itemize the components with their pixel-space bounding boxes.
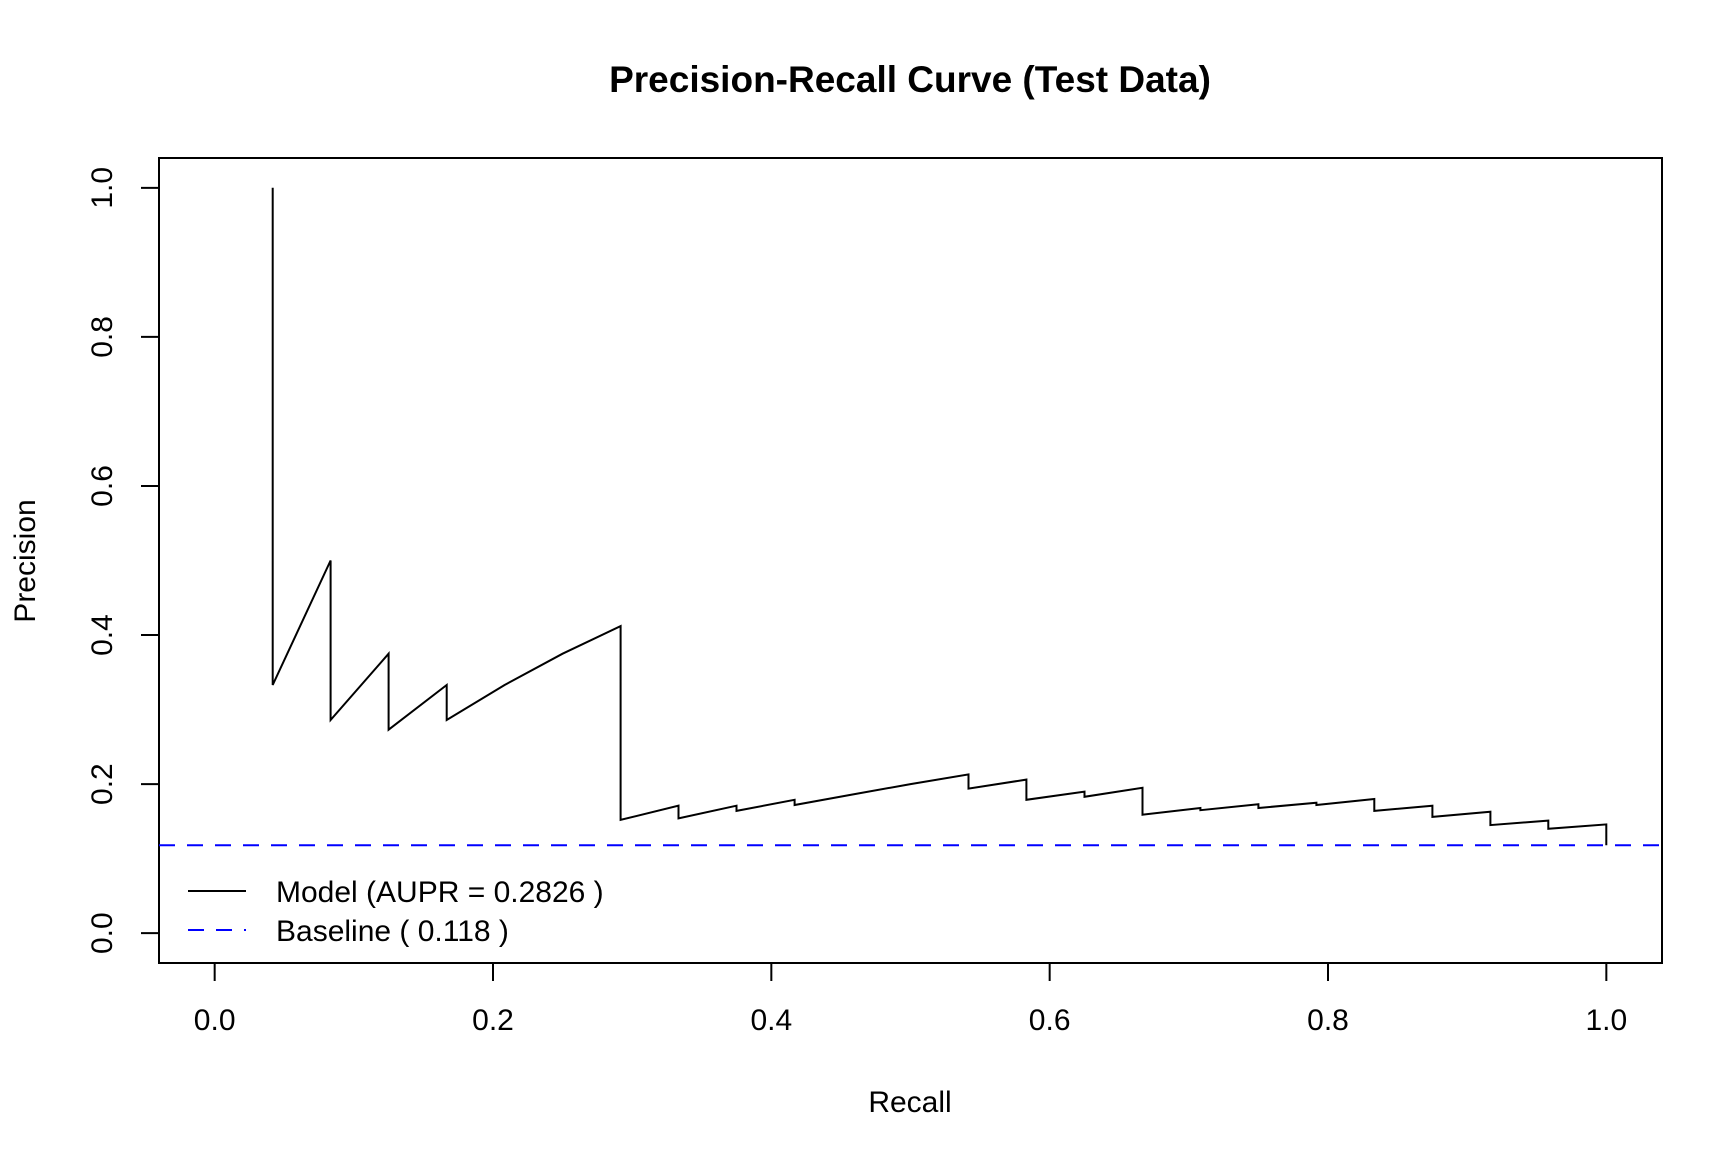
x-tick-label: 0.8 — [1307, 1004, 1349, 1037]
x-axis-label: Recall — [868, 1086, 951, 1119]
x-tick-label: 0.6 — [1029, 1004, 1071, 1037]
chart-title: Precision-Recall Curve (Test Data) — [609, 59, 1211, 100]
x-tick-label: 1.0 — [1585, 1004, 1627, 1037]
legend-label: Model (AUPR = 0.2826 ) — [276, 876, 604, 909]
x-axis: 0.0 0.2 0.4 0.6 0.8 1.0 — [194, 962, 1627, 1037]
legend: Model (AUPR = 0.2826 ) Baseline ( 0.118 ) — [188, 876, 604, 948]
series-line-model — [271, 187, 1608, 846]
legend-label: Baseline ( 0.118 ) — [276, 915, 509, 948]
y-tick-label: 0.0 — [86, 912, 119, 954]
x-tick-label: 0.0 — [194, 1004, 236, 1037]
y-tick-label: 0.2 — [86, 763, 119, 805]
y-tick-label: 0.4 — [86, 614, 119, 656]
y-tick-label: 1.0 — [86, 167, 119, 209]
x-tick-label: 0.4 — [750, 1004, 792, 1037]
series-layer — [159, 187, 1662, 847]
x-tick-label: 0.2 — [472, 1004, 514, 1037]
plot-frame — [158, 157, 1663, 964]
y-tick-label: 0.6 — [86, 465, 119, 507]
y-axis: 0.0 0.2 0.4 0.6 0.8 1.0 — [86, 167, 160, 954]
y-tick-label: 0.8 — [86, 316, 119, 358]
y-axis-label: Precision — [9, 499, 42, 622]
